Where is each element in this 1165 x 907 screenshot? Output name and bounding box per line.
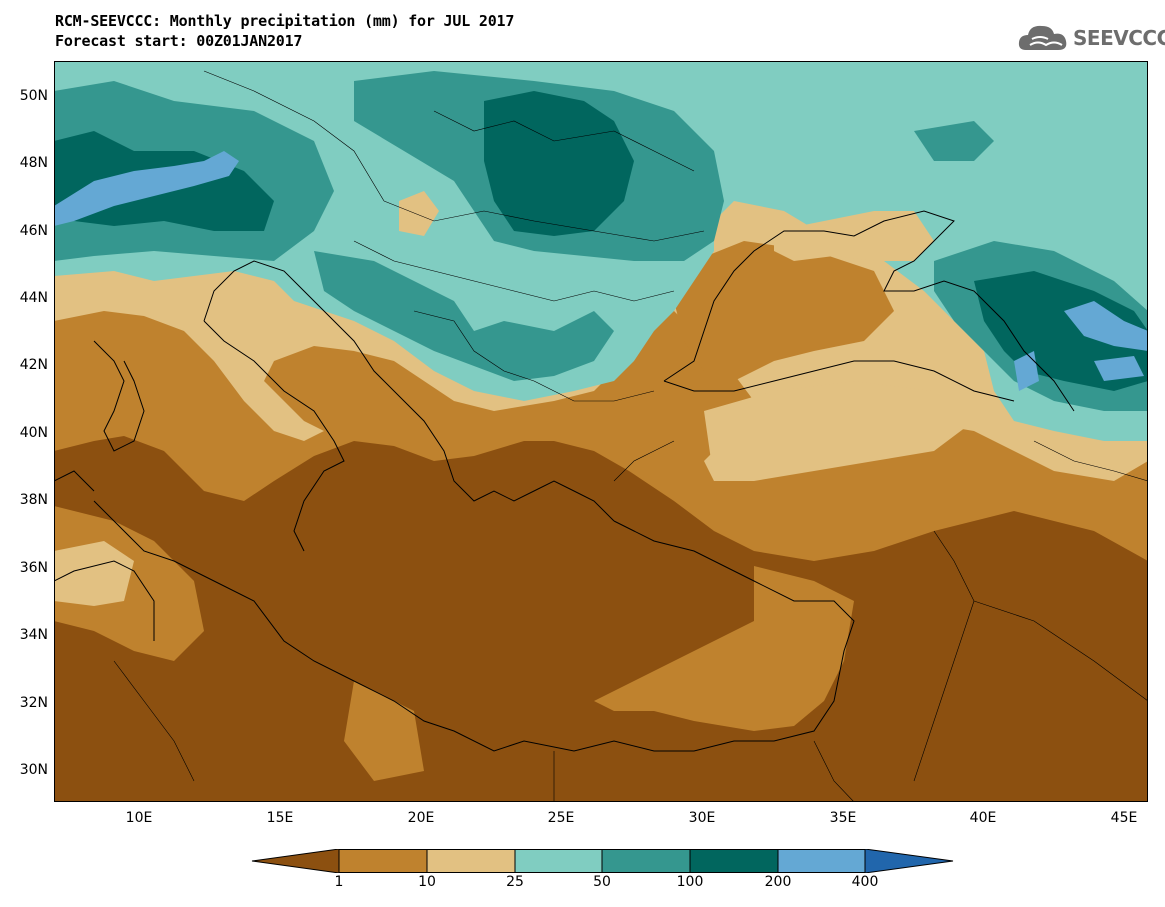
lat-label-46n: 46N: [19, 223, 48, 239]
map-frame: [54, 61, 1148, 802]
colorbar-segment-gt400: [864, 849, 954, 873]
precip-field-gt400: [54, 151, 239, 226]
precip-field-200-400: [484, 91, 634, 236]
cloud-icon: [1018, 25, 1067, 50]
precip-field-10-25: [344, 681, 424, 781]
precip-field-25-50: [704, 381, 974, 481]
lat-label-38n: 38N: [19, 492, 48, 508]
lon-label-20e: 20E: [407, 810, 435, 826]
colorbar-segment-50-100: [601, 849, 691, 873]
lat-label-50n: 50N: [19, 88, 48, 104]
colorbar-segment-1-10: [338, 849, 428, 873]
lon-label-10e: 10E: [125, 810, 153, 826]
precip-field-gt400: [1064, 301, 1148, 351]
precip-field-100-200: [314, 251, 614, 381]
seevccc-logo: SEEVCCC: [1016, 20, 1165, 60]
lat-label-42n: 42N: [19, 357, 48, 373]
precipitation-colorbar: [251, 849, 954, 873]
lat-label-32n: 32N: [19, 695, 48, 711]
lon-label-25e: 25E: [547, 810, 575, 826]
lat-label-40n: 40N: [19, 425, 48, 441]
lat-label-44n: 44N: [19, 290, 48, 306]
precip-field-gt400: [1014, 351, 1039, 391]
precip-field-25-50: [54, 541, 134, 606]
lon-label-35e: 35E: [829, 810, 857, 826]
colorbar-segment-25-50: [514, 849, 603, 873]
colorbar-label-100: 100: [676, 874, 704, 890]
colorbar-label-25: 25: [506, 874, 524, 890]
precipitation-map: [54, 61, 1148, 802]
colorbar-segment-lt1: [251, 849, 340, 873]
lon-label-40e: 40E: [969, 810, 997, 826]
lat-label-34n: 34N: [19, 627, 48, 643]
precip-field-100-200: [914, 121, 994, 161]
lat-label-48n: 48N: [19, 155, 48, 171]
precip-field-10-25: [594, 566, 854, 731]
colorbar-label-1: 1: [334, 874, 344, 890]
precip-field-gt400: [1094, 356, 1144, 381]
forecast-start-label: Forecast start: 00Z01JAN2017: [55, 32, 303, 50]
colorbar-segment-10-25: [426, 849, 516, 873]
lon-label-30e: 30E: [688, 810, 716, 826]
lon-label-15e: 15E: [266, 810, 294, 826]
lat-label-30n: 30N: [19, 762, 48, 778]
colorbar-label-400: 400: [851, 874, 879, 890]
map-title: RCM-SEEVCCC: Monthly precipitation (mm) …: [55, 12, 515, 30]
precip-field-10-25: [674, 241, 894, 381]
coastlines: [54, 210, 1075, 752]
colorbar-label-200: 200: [764, 874, 792, 890]
lon-label-45e: 45E: [1110, 810, 1138, 826]
colorbar-segment-200-400: [777, 849, 866, 873]
logo-text: SEEVCCC: [1073, 26, 1165, 50]
colorbar-segment-100-200: [689, 849, 779, 873]
colorbar-label-50: 50: [593, 874, 611, 890]
precip-field-25-50: [399, 191, 439, 236]
lat-label-36n: 36N: [19, 560, 48, 576]
colorbar-label-10: 10: [418, 874, 436, 890]
borders: [113, 70, 1148, 802]
